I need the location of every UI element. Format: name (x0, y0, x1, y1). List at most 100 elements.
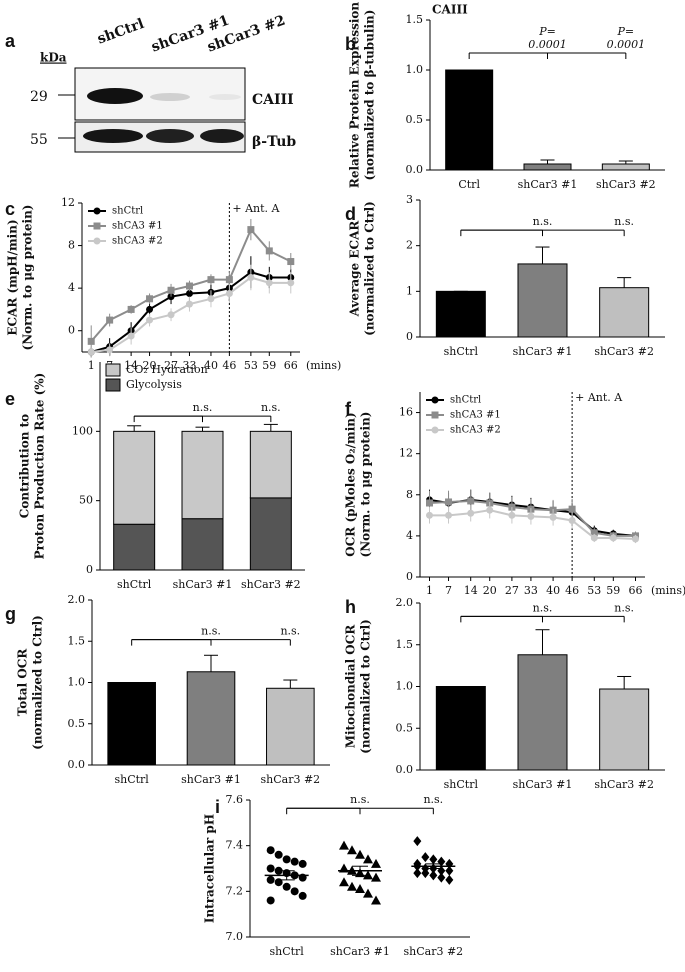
marker (87, 348, 95, 356)
marker (347, 881, 357, 891)
y-axis-label: ECAR (mpH/min) (6, 219, 20, 335)
x-tick-label: shCar3 #2 (594, 345, 654, 358)
marker (290, 887, 299, 896)
marker (426, 499, 434, 507)
y-tick-label: 1.0 (406, 63, 424, 76)
marker (167, 311, 175, 319)
legend-label: CO₂ Hydration (126, 363, 208, 376)
y-tick-label: 16 (399, 406, 413, 419)
y-tick-label: 50 (79, 494, 93, 507)
annotation: n.s. (533, 601, 553, 614)
legend-label: Glycolysis (126, 378, 182, 391)
x-tick-label: 46 (222, 359, 236, 372)
annotation: n.s. (280, 625, 300, 638)
marker (426, 511, 434, 519)
marker (290, 857, 299, 866)
marker (347, 845, 357, 855)
y-tick-label: 1.5 (396, 638, 414, 651)
marker (127, 305, 135, 313)
marker (568, 516, 576, 524)
x-axis-label: (mins) (651, 584, 685, 597)
annotation: n.s. (533, 215, 553, 228)
y-axis-label: Average ECAR (348, 220, 362, 318)
y-tick-label: 0.0 (406, 163, 424, 176)
marker (167, 286, 175, 294)
marker (185, 289, 193, 297)
band (87, 88, 143, 104)
band (209, 94, 241, 100)
band (83, 129, 143, 143)
marker (146, 305, 154, 313)
y-tick-label: 1.5 (406, 13, 424, 26)
band-label: CAIII (252, 92, 294, 108)
y-axis-label: (normalized to Ctrl) (363, 201, 377, 336)
x-tick-label: 27 (164, 359, 178, 372)
marker (185, 300, 193, 308)
marker (265, 279, 273, 287)
bar (445, 69, 494, 171)
marker (287, 279, 295, 287)
marker (549, 513, 557, 521)
y-tick-label: 12 (61, 196, 75, 209)
y-tick-label: 0 (68, 324, 75, 337)
annotation: P= (617, 25, 635, 38)
y-tick-label: 7.6 (226, 793, 244, 806)
y-axis-label: OCR (pMoles O₂/min) (344, 412, 358, 556)
annotation: + Ant. A (575, 391, 623, 404)
y-axis-label: (Norm. to μg protein) (21, 205, 35, 351)
y-tick-label: 0.5 (396, 721, 414, 734)
marker (590, 534, 598, 542)
y-axis-label: Relative Protein Expression (348, 2, 362, 189)
panel-letter: f (345, 399, 352, 419)
annotation: n.s. (261, 401, 281, 414)
bar-segment (113, 523, 156, 571)
marker (282, 855, 291, 864)
band (200, 129, 244, 143)
y-axis-label: Total OCR (16, 648, 30, 717)
y-tick-label: 7.4 (226, 839, 244, 852)
y-axis-label: (normalized to β-tubulin) (363, 10, 377, 181)
marker (590, 529, 598, 537)
marker (445, 498, 453, 506)
x-tick-label: shCtrl (444, 345, 479, 358)
marker (225, 276, 233, 284)
annotation: n.s. (201, 625, 221, 638)
legend-label: shCA3 #1 (112, 221, 163, 232)
marker (339, 877, 349, 887)
y-tick-label: 0 (406, 570, 413, 583)
y-tick-label: 0.5 (406, 113, 424, 126)
marker (207, 295, 215, 303)
marker (287, 258, 295, 266)
x-tick-label: 59 (262, 359, 276, 372)
blot-panel: a kDa shCtrl shCar3 #1 shCar3 #2 29 55 C… (5, 13, 296, 153)
marker (467, 497, 475, 505)
bar (435, 290, 486, 338)
panel-letter: g (5, 604, 16, 624)
marker (146, 316, 154, 324)
marker (467, 509, 475, 517)
mw-marker: 55 (30, 132, 48, 148)
x-tick-label: shCar3 #1 (513, 345, 573, 358)
marker (265, 247, 273, 255)
marker (185, 282, 193, 290)
marker (437, 872, 446, 883)
annotation: 0.0001 (607, 38, 646, 51)
bar (107, 682, 156, 766)
marker (266, 875, 275, 884)
y-axis-label: (normalized to Ctrl) (31, 615, 45, 750)
bar (601, 163, 650, 171)
marker (298, 891, 307, 900)
marker (371, 858, 381, 868)
x-tick-label: shCar3 #1 (173, 578, 233, 591)
y-tick-label: 1.5 (68, 634, 86, 647)
x-tick-label: 33 (182, 359, 196, 372)
chart-title: CAIII (432, 3, 468, 17)
marker (508, 511, 516, 519)
x-tick-label: shCar3 #1 (518, 178, 578, 191)
y-tick-label: 8 (68, 239, 75, 252)
marker (207, 276, 215, 284)
marker (146, 295, 154, 303)
y-tick-label: 2.0 (396, 596, 414, 609)
panel-letter: e (5, 389, 15, 409)
legend-label: shCA3 #1 (450, 410, 501, 421)
